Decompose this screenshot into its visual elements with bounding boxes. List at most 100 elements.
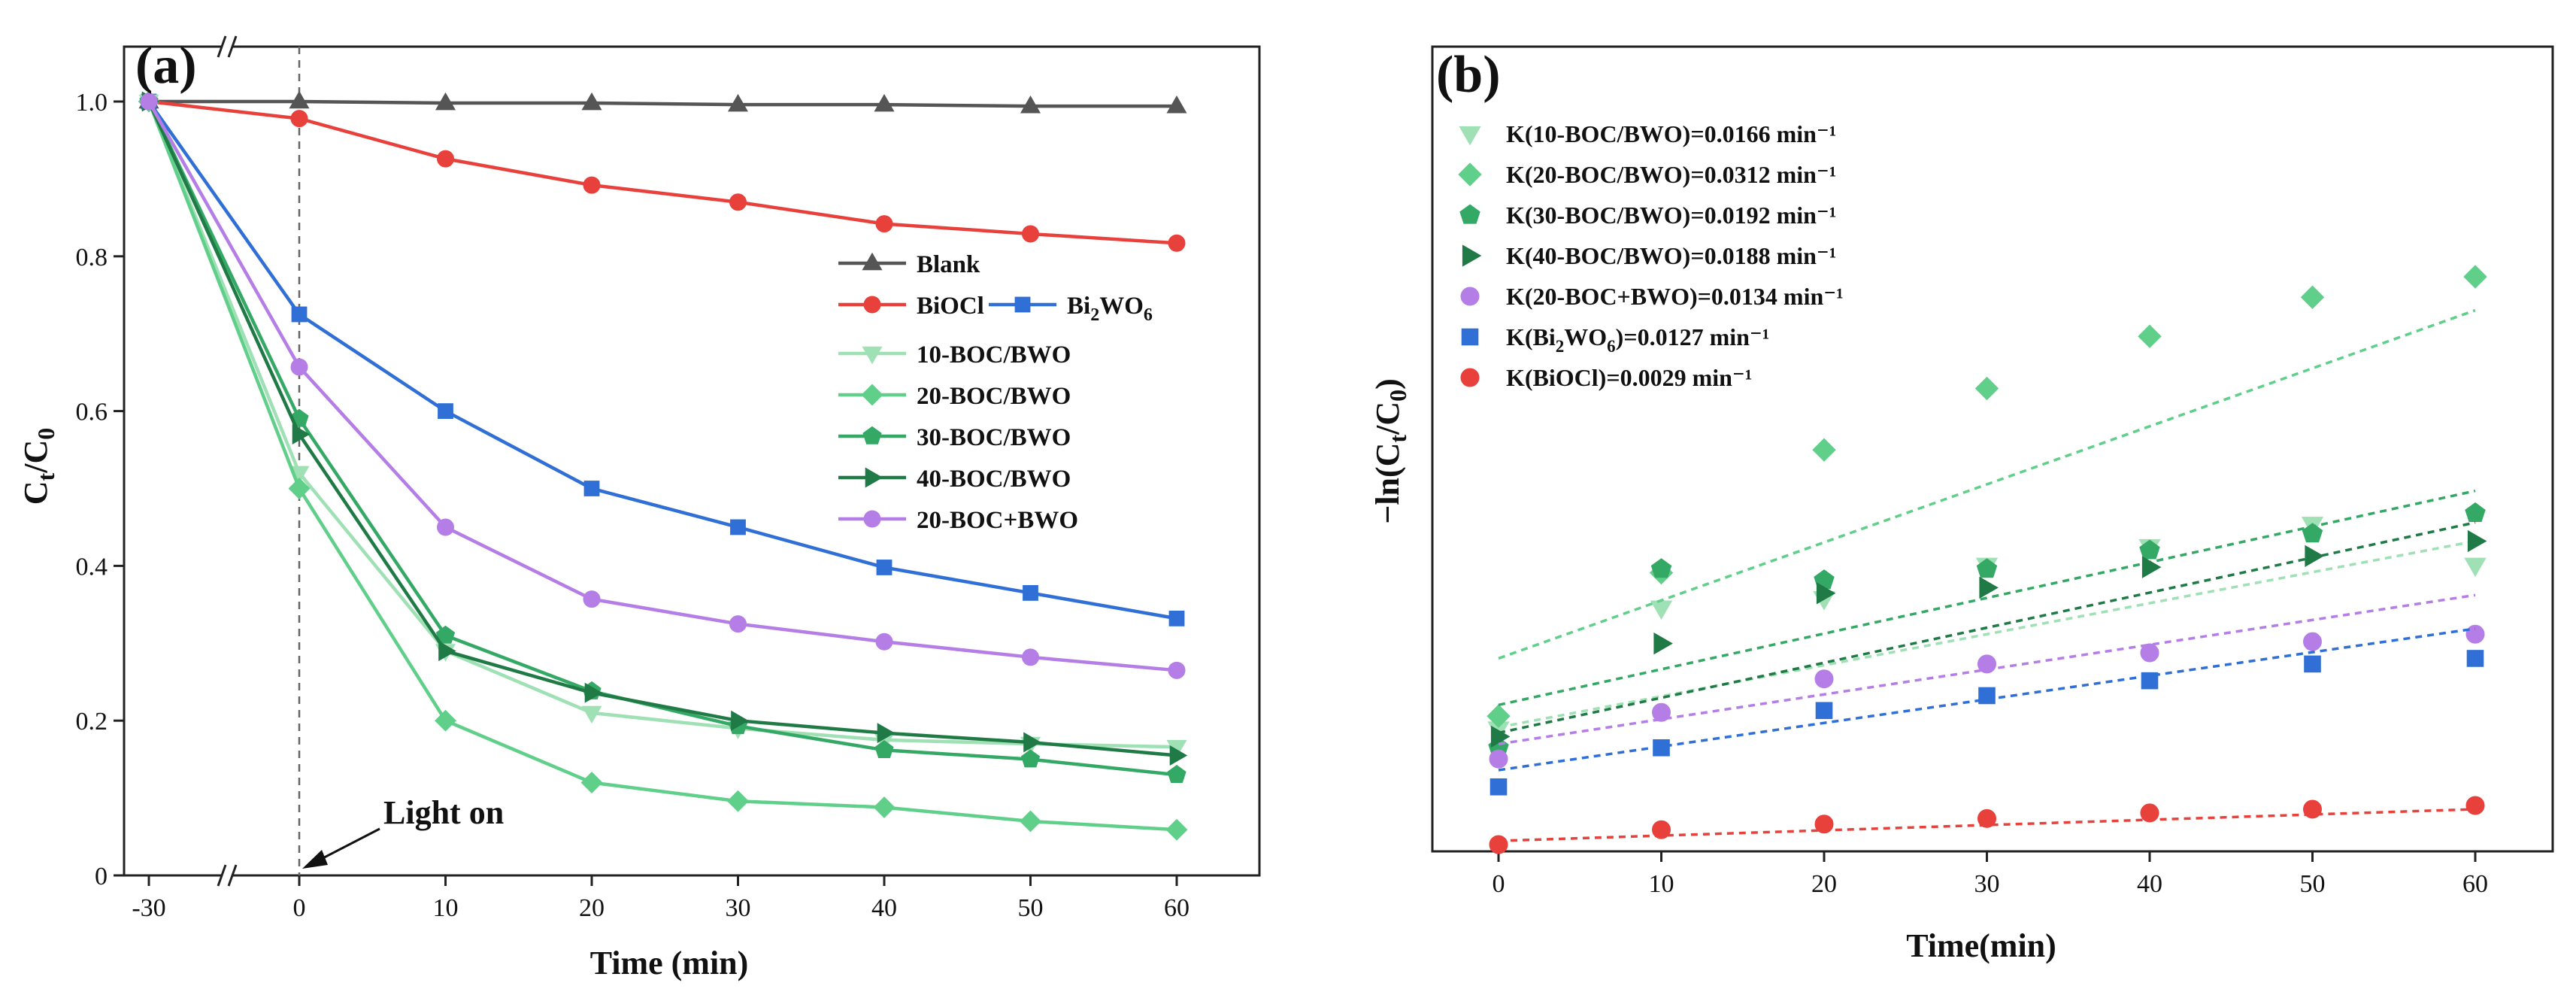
panel-b-data-point xyxy=(1489,835,1508,854)
legend-label: 20-BOC/BWO xyxy=(917,383,1071,410)
panel-b-data-point xyxy=(2138,324,2162,348)
panel-b-data-point xyxy=(1974,376,1999,401)
panel-a-data-point xyxy=(435,625,456,644)
panel-b-data-point xyxy=(1979,576,1999,599)
panel-b-data-point xyxy=(1650,558,1672,578)
light-on-arrow-head xyxy=(302,850,328,869)
panel-a-data-point xyxy=(874,93,895,112)
panel-a-series-line xyxy=(147,101,1177,749)
panel-b-data-point xyxy=(1650,600,1673,620)
panel-b-data-point xyxy=(2141,672,2159,690)
panel-b-x-tick-label: 60 xyxy=(2462,870,2488,898)
legend-marker xyxy=(862,426,882,444)
panel-a-series-line xyxy=(147,101,1177,757)
legend-label: 20-BOC+BWO xyxy=(917,507,1078,534)
light-on-annotation: Light on xyxy=(383,794,504,831)
panel-b-data-point xyxy=(1652,702,1671,722)
legend-marker xyxy=(861,384,883,406)
panel-b-data-point xyxy=(1814,669,1834,689)
legend-marker xyxy=(1461,328,1479,346)
panel-a-xlabel: Time (min) xyxy=(590,945,749,981)
panel-a-data-point xyxy=(583,590,601,608)
panel-b-data-point xyxy=(1816,582,1836,605)
panel-a-x-tick-label: 30 xyxy=(726,894,751,922)
panel-a-series-7 xyxy=(140,93,1186,679)
legend-marker xyxy=(1460,368,1480,387)
legend-marker xyxy=(863,510,881,528)
panel-b-label: (b) xyxy=(1436,46,1501,104)
panel-b-xlabel: Time(min) xyxy=(1906,927,2056,964)
panel-a-data-point xyxy=(875,215,893,233)
legend-label: K(20-BOC/BWO)=0.0312 min⁻¹ xyxy=(1506,161,1836,188)
panel-a-series-1 xyxy=(140,93,1186,252)
panel-b-x-tick-label: 0 xyxy=(1493,870,1505,898)
legend-marker xyxy=(1459,126,1481,146)
panel-b-x-tick-label: 20 xyxy=(1811,870,1837,898)
panel-b-data-point xyxy=(2141,556,2162,578)
axis-break-mark xyxy=(217,35,227,58)
legend-label: K(10-BOC/BWO)=0.0166 min⁻¹ xyxy=(1506,120,1836,147)
panel-a-data-point xyxy=(290,110,308,128)
panel-a-data-point xyxy=(140,93,158,111)
legend-marker xyxy=(863,296,881,314)
panel-b-data-point xyxy=(2139,539,2160,560)
panel-a-data-point xyxy=(583,481,600,496)
panel-b-ylabel: −ln(Ct/C0) xyxy=(1369,378,1411,524)
panel-a-data-point xyxy=(438,641,456,662)
axis-break-mark xyxy=(227,864,238,887)
panel-a-data-point xyxy=(1020,810,1041,833)
panel-a-data-point xyxy=(1023,585,1038,601)
panel-b-data-point xyxy=(1490,778,1508,796)
panel-b-x-tick-label: 30 xyxy=(1974,870,2000,898)
legend-marker xyxy=(865,467,883,488)
panel-a-series-line xyxy=(147,100,1177,672)
panel-a-x-tick-label: 40 xyxy=(871,894,897,922)
panel-a-data-point xyxy=(584,682,603,703)
panel-a-data-point xyxy=(874,740,894,759)
panel-b-data-point xyxy=(1652,820,1671,839)
panel-a-series-0 xyxy=(138,90,1187,114)
panel-b-series-1 xyxy=(1487,265,2487,728)
panel-b-series-3 xyxy=(1490,521,2487,748)
panel-a-data-point xyxy=(729,193,747,211)
panel-a-data-point xyxy=(291,306,308,323)
panel-a-y-tick-label: 0.6 xyxy=(76,399,108,426)
legend-label: Bi2WO6 xyxy=(1067,293,1153,325)
panel-b-data-point xyxy=(2305,545,2324,567)
panel-a-data-point xyxy=(730,519,746,535)
panel-a-data-point xyxy=(1022,225,1039,243)
panel-b-data-point xyxy=(1978,687,1996,705)
panel-a-data-point xyxy=(290,358,308,376)
panel-a-data-point xyxy=(729,615,747,633)
panel-b-data-point xyxy=(2140,803,2159,823)
panel-a-chart: -30 0 10 20 30 40 50 60 0 0.2 0.4 0.6 0.8 1.0 (a) Tim… xyxy=(17,35,1261,981)
panel-a-data-point xyxy=(1167,764,1186,783)
legend-label: BiOCl xyxy=(917,293,984,320)
panel-a-data-point xyxy=(1166,95,1187,114)
panel-b-data-point xyxy=(1487,704,1511,728)
panel-b-data-point xyxy=(1812,438,1836,462)
panel-a-data-point xyxy=(1169,745,1188,766)
legend-marker xyxy=(862,346,883,365)
legend-label: K(Bi2WO6)=0.0127 min⁻¹ xyxy=(1506,323,1769,356)
legend-label: K(20-BOC+BWO)=0.0134 min⁻¹ xyxy=(1506,283,1844,310)
panel-a-y-tick-label: 0.4 xyxy=(76,553,108,581)
panel-a-data-point xyxy=(1022,648,1039,666)
panel-a-data-point xyxy=(731,710,749,731)
panel-a-data-point xyxy=(875,632,893,651)
panel-a-data-point xyxy=(1020,749,1041,768)
panel-b-data-point xyxy=(2466,650,2484,667)
panel-a-data-point xyxy=(1020,95,1041,114)
panel-a-label: (a) xyxy=(135,37,197,95)
panel-b-series-5 xyxy=(1490,627,2484,796)
axis-break-mark xyxy=(217,864,227,887)
panel-a-data-point xyxy=(1168,661,1186,679)
panel-b-data-point xyxy=(1653,632,1673,655)
panel-a-data-point xyxy=(873,796,896,818)
panel-b-series-4 xyxy=(1489,593,2485,769)
panel-a-series-4 xyxy=(138,90,1188,841)
legend-label: 30-BOC/BWO xyxy=(917,424,1071,451)
panel-a-data-point xyxy=(438,403,453,420)
panel-b-data-point xyxy=(1976,558,1998,578)
legend-marker xyxy=(1014,296,1031,313)
